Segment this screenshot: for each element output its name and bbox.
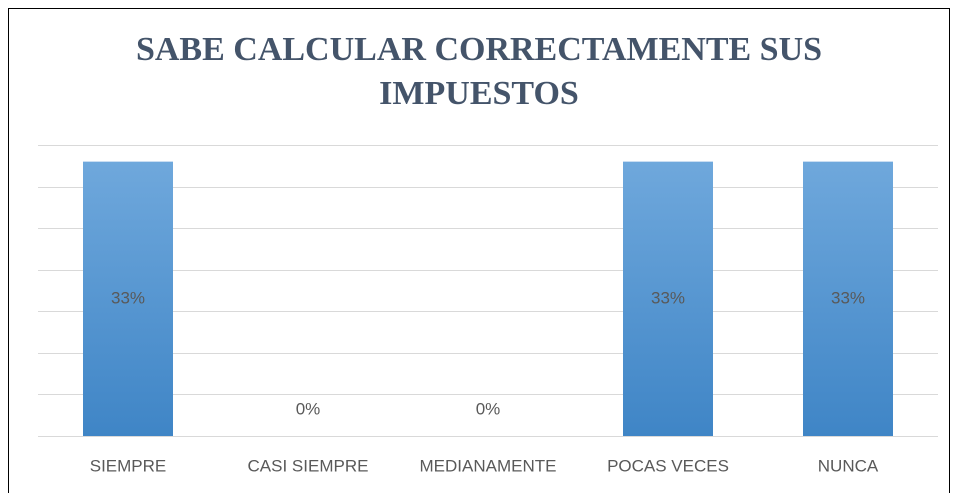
data-label: 0%	[296, 399, 321, 418]
data-label: 33%	[831, 288, 865, 307]
bar	[803, 161, 893, 436]
data-label: 33%	[651, 288, 685, 307]
x-tick-label: NUNCA	[818, 456, 879, 475]
bar	[83, 161, 173, 436]
chart-frame	[8, 8, 950, 493]
x-tick-label: MEDIANAMENTE	[420, 456, 557, 475]
x-tick-label: CASI SIEMPRE	[248, 456, 369, 475]
x-tick-label: SIEMPRE	[90, 456, 167, 475]
data-label: 33%	[111, 288, 145, 307]
x-tick-label: POCAS VECES	[607, 456, 729, 475]
data-label: 0%	[476, 399, 501, 418]
chart-title: SABE CALCULAR CORRECTAMENTE SUS IMPUESTO…	[135, 31, 823, 112]
bar	[623, 161, 713, 436]
